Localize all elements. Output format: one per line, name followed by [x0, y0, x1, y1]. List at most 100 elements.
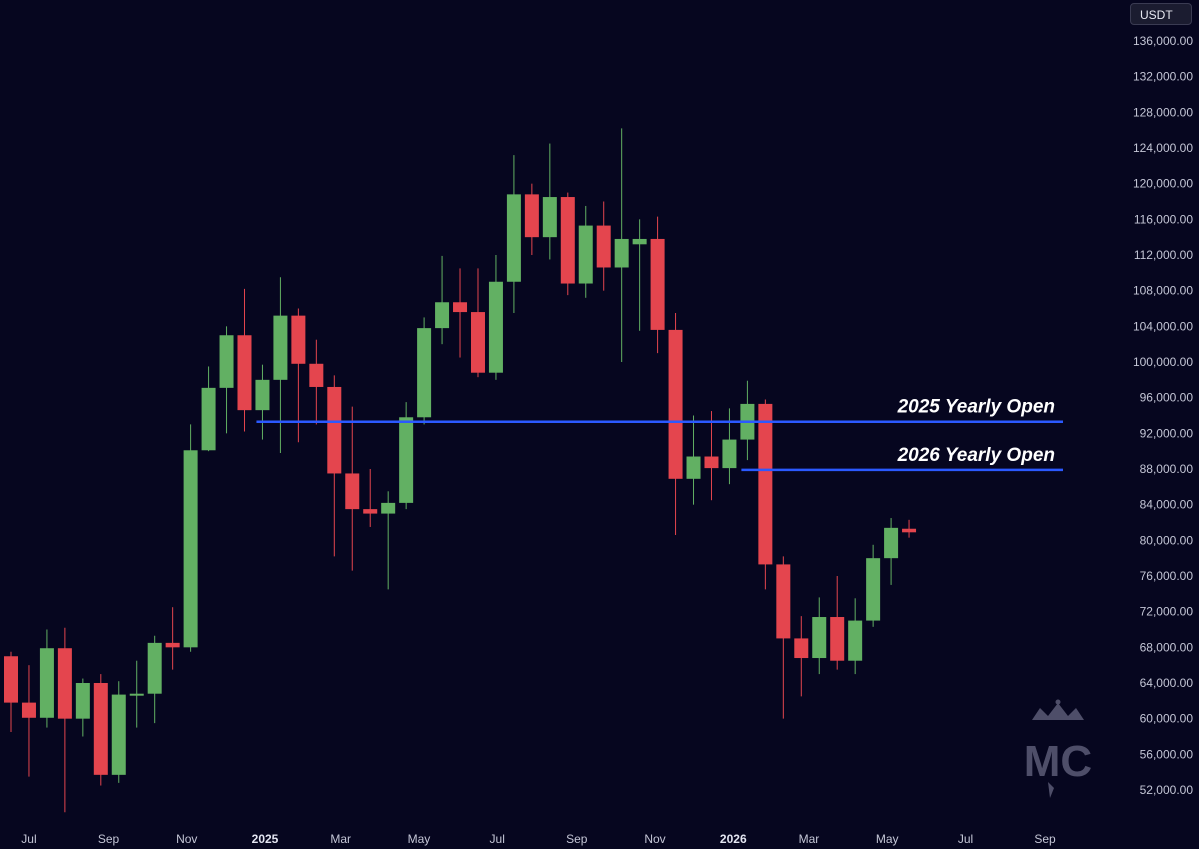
- candles-layer: [4, 128, 917, 813]
- candle-body: [417, 328, 432, 418]
- candle[interactable]: [596, 201, 611, 291]
- candle[interactable]: [560, 192, 575, 296]
- candle[interactable]: [453, 268, 468, 358]
- price-axis[interactable]: 52,000.00 56,000.00 60,000.00 64,000.00 68,0…: [1133, 34, 1193, 797]
- candle[interactable]: [255, 364, 270, 440]
- candle[interactable]: [309, 339, 324, 425]
- candle[interactable]: [794, 616, 809, 697]
- candle[interactable]: [399, 402, 414, 510]
- time-tick-label: May: [876, 832, 899, 846]
- price-tick-label: 104,000.00: [1133, 319, 1193, 333]
- candle[interactable]: [830, 576, 845, 670]
- candle[interactable]: [165, 607, 180, 670]
- candle-body: [722, 439, 737, 469]
- candle-body: [111, 694, 126, 775]
- candle[interactable]: [704, 411, 719, 501]
- time-tick-label: 2025: [252, 832, 279, 846]
- time-tick-label: Sep: [566, 832, 588, 846]
- candle-body: [488, 281, 503, 373]
- price-tick-label: 128,000.00: [1133, 105, 1193, 119]
- candle-body: [363, 509, 378, 514]
- candle[interactable]: [21, 665, 36, 777]
- candle-body: [165, 642, 180, 648]
- candle[interactable]: [758, 399, 773, 590]
- candle[interactable]: [327, 375, 342, 557]
- candle-body: [345, 473, 360, 510]
- candle[interactable]: [632, 219, 647, 331]
- time-tick-label: Nov: [644, 832, 665, 846]
- candle[interactable]: [93, 674, 108, 786]
- candle-body: [650, 238, 665, 330]
- price-tick-label: 92,000.00: [1140, 426, 1194, 440]
- candle[interactable]: [381, 491, 396, 590]
- candle-body: [668, 329, 683, 479]
- crown-icon: [1032, 703, 1084, 720]
- candle[interactable]: [75, 678, 90, 737]
- price-tick-label: 136,000.00: [1133, 34, 1193, 48]
- candle[interactable]: [866, 544, 881, 627]
- candle-body: [704, 456, 719, 469]
- candle-body: [147, 642, 162, 694]
- candle-body: [596, 225, 611, 268]
- candle[interactable]: [237, 288, 252, 432]
- price-tick-label: 112,000.00: [1134, 248, 1193, 262]
- candle[interactable]: [524, 183, 539, 255]
- candle[interactable]: [57, 627, 72, 813]
- candle[interactable]: [129, 660, 144, 728]
- mc-logo-watermark: MC: [1024, 699, 1092, 798]
- yearly-open-levels: 2025 Yearly Open 2026 Yearly Open: [256, 397, 1063, 472]
- price-tick-label: 96,000.00: [1140, 391, 1194, 405]
- candle[interactable]: [470, 268, 485, 378]
- candle[interactable]: [848, 598, 863, 675]
- candle[interactable]: [902, 519, 917, 538]
- candle[interactable]: [345, 406, 360, 571]
- price-tick-label: 116,000.00: [1134, 212, 1193, 226]
- candle[interactable]: [291, 308, 306, 443]
- crown-jewel-icon: [1055, 699, 1061, 705]
- candle-body: [57, 648, 72, 719]
- yearly-open-label: 2026 Yearly Open: [897, 445, 1055, 466]
- candle[interactable]: [147, 635, 162, 724]
- candle-body: [794, 638, 809, 659]
- candle[interactable]: [488, 255, 503, 380]
- candle-body: [902, 528, 917, 533]
- candle-body: [812, 617, 827, 659]
- candle[interactable]: [417, 317, 432, 425]
- currency-unit-badge[interactable]: USDT: [1130, 3, 1192, 25]
- candle[interactable]: [812, 597, 827, 675]
- candle[interactable]: [776, 556, 791, 719]
- candle[interactable]: [273, 277, 288, 453]
- candle[interactable]: [884, 518, 899, 585]
- candle-body: [219, 335, 234, 388]
- candle[interactable]: [614, 128, 629, 362]
- candle[interactable]: [4, 651, 18, 733]
- candle[interactable]: [201, 366, 216, 452]
- candle[interactable]: [435, 255, 450, 345]
- candle[interactable]: [668, 312, 683, 535]
- candle-body: [255, 379, 270, 411]
- time-tick-label: Sep: [98, 832, 120, 846]
- candle[interactable]: [39, 629, 54, 728]
- candle-body: [399, 417, 414, 503]
- candle-body: [884, 527, 899, 559]
- candle[interactable]: [111, 681, 126, 783]
- candle[interactable]: [542, 143, 557, 260]
- candle[interactable]: [650, 216, 665, 354]
- candle-body: [201, 387, 216, 451]
- candle[interactable]: [506, 155, 521, 313]
- candle[interactable]: [363, 469, 378, 527]
- candle-body: [614, 238, 629, 268]
- time-axis[interactable]: Jul Sep Nov 2025 Mar May Jul Sep Nov 2026 Mar May Ju…: [21, 832, 1056, 846]
- price-tick-label: 80,000.00: [1140, 533, 1194, 547]
- candle[interactable]: [740, 380, 755, 461]
- candle[interactable]: [686, 415, 701, 505]
- candle-body: [866, 558, 881, 621]
- candle-body: [758, 403, 773, 565]
- candle[interactable]: [722, 408, 737, 485]
- candle[interactable]: [183, 424, 198, 652]
- candle-body: [524, 194, 539, 238]
- candle[interactable]: [219, 326, 234, 434]
- candle[interactable]: [578, 205, 593, 298]
- price-tick-label: 68,000.00: [1140, 640, 1194, 654]
